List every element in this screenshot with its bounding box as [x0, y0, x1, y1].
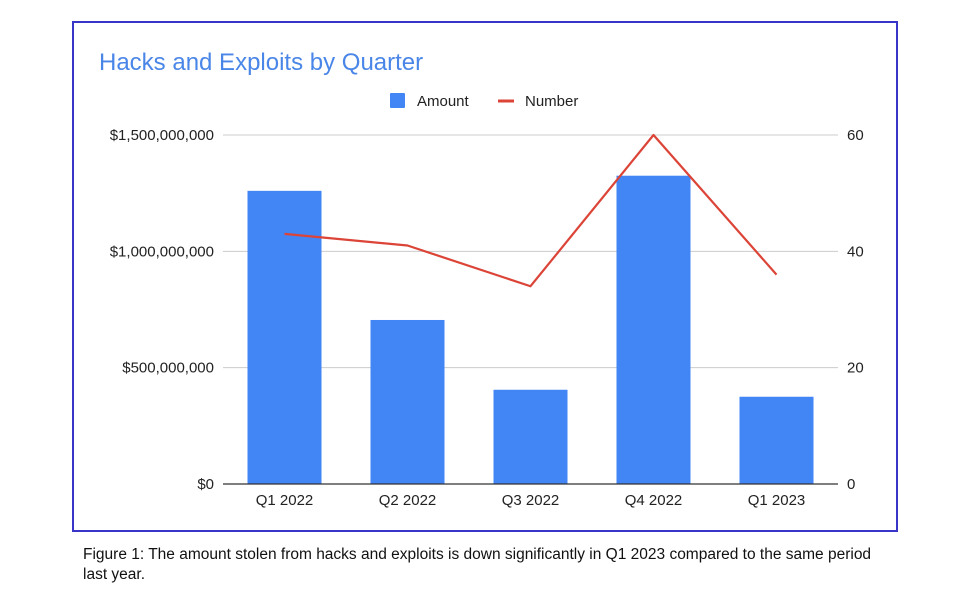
x-tick-label: Q2 2022: [379, 492, 437, 509]
legend-label: Number: [525, 93, 578, 110]
bar-amount-q4-2022: [616, 175, 691, 484]
legend-swatch-amount: [390, 93, 405, 108]
gridlines: [223, 134, 838, 369]
x-tick-label: Q1 2023: [748, 492, 806, 509]
chart-title: Hacks and Exploits by Quarter: [99, 49, 423, 76]
legend: Amount Number: [390, 93, 578, 110]
left-tick-label: $0: [197, 476, 214, 493]
bars: [247, 175, 814, 484]
bar-amount-q2-2022: [370, 319, 445, 484]
axes: $0 $500,000,000 $1,000,000,000 $1,500,000,0…: [110, 127, 864, 509]
right-tick-label: 40: [847, 243, 864, 260]
right-tick-label: 0: [847, 476, 855, 493]
bar-amount-q1-2023: [739, 396, 814, 484]
left-tick-label: $500,000,000: [122, 360, 214, 377]
left-tick-label: $1,500,000,000: [110, 127, 214, 144]
left-tick-label: $1,000,000,000: [110, 243, 214, 260]
x-tick-label: Q3 2022: [502, 492, 560, 509]
figure-caption: Figure 1: The amount stolen from hacks a…: [83, 546, 872, 583]
x-tick-label: Q4 2022: [625, 492, 683, 509]
line-number-series: [284, 133, 778, 288]
bar-amount-q3-2022: [493, 389, 568, 484]
right-tick-label: 20: [847, 360, 864, 377]
legend-label: Amount: [417, 93, 470, 110]
right-tick-label: 60: [847, 127, 864, 144]
number-line: [284, 133, 778, 288]
bar-amount-q1-2022: [247, 190, 322, 484]
x-tick-label: Q1 2022: [256, 492, 314, 509]
